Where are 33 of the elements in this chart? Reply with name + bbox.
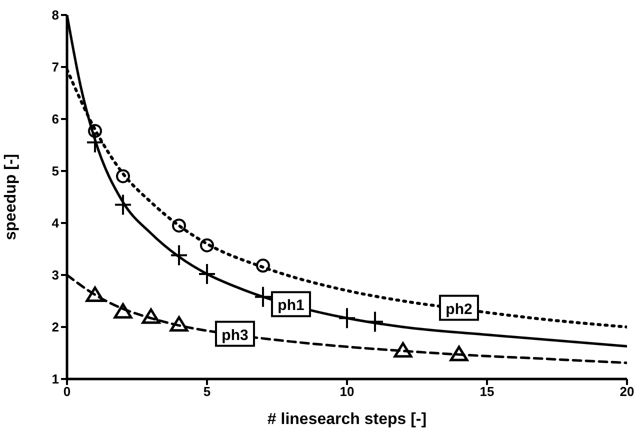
point bbox=[86, 286, 104, 302]
x-tick-label: 10 bbox=[340, 384, 354, 400]
x-tick-label: 15 bbox=[480, 384, 494, 400]
point bbox=[114, 303, 132, 319]
y-tick-label: 3 bbox=[52, 268, 59, 283]
point bbox=[86, 131, 104, 154]
y-axis-title: speedup [-] bbox=[2, 154, 20, 240]
point bbox=[114, 194, 132, 216]
point bbox=[170, 316, 188, 332]
point bbox=[200, 238, 214, 252]
point bbox=[450, 346, 468, 362]
point bbox=[254, 286, 272, 308]
x-axis-title: # linesearch steps [-] bbox=[267, 411, 427, 428]
point bbox=[172, 218, 186, 233]
x-tick-label: 0 bbox=[63, 384, 71, 400]
point bbox=[142, 308, 160, 324]
point bbox=[116, 169, 130, 184]
point bbox=[198, 262, 216, 285]
x-tick-label: 5 bbox=[203, 384, 211, 400]
x-tick-label: 20 bbox=[620, 384, 634, 400]
point bbox=[88, 124, 102, 138]
y-tick-label: 7 bbox=[52, 60, 59, 75]
y-tick-label: 6 bbox=[52, 112, 59, 127]
point bbox=[256, 258, 270, 273]
y-tick-label: 4 bbox=[52, 216, 60, 231]
point bbox=[394, 342, 412, 358]
point bbox=[366, 310, 384, 333]
point bbox=[338, 307, 356, 330]
y-tick-label: 2 bbox=[52, 320, 59, 335]
y-tick-label: 1 bbox=[52, 372, 59, 387]
point bbox=[170, 244, 188, 266]
y-tick-label: 5 bbox=[52, 164, 59, 179]
y-tick-label: 8 bbox=[52, 8, 59, 23]
